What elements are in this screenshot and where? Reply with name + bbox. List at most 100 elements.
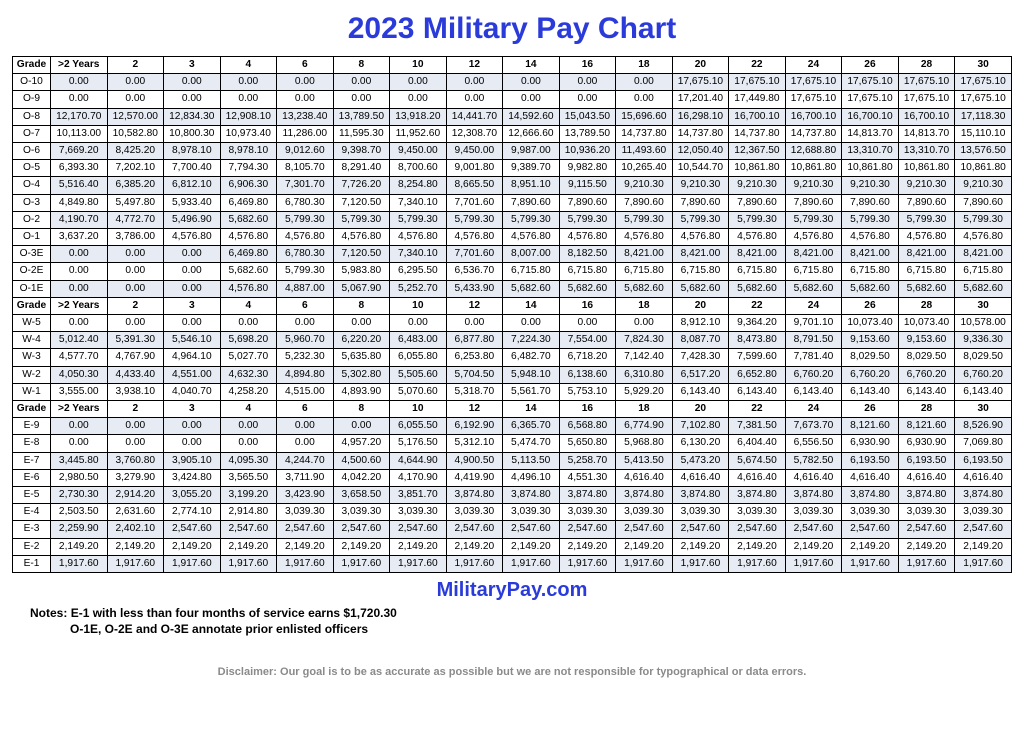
pay-cell: 0.00 bbox=[446, 74, 503, 91]
pay-cell: 5,799.30 bbox=[390, 211, 447, 228]
pay-cell: 3,874.80 bbox=[785, 487, 842, 504]
pay-cell: 2,730.30 bbox=[51, 487, 108, 504]
pay-cell: 4,496.10 bbox=[503, 469, 560, 486]
pay-cell: 7,890.60 bbox=[898, 194, 955, 211]
pay-cell: 10,861.80 bbox=[729, 160, 786, 177]
col-years: 3 bbox=[164, 297, 221, 314]
pay-cell: 0.00 bbox=[220, 74, 277, 91]
pay-cell: 5,682.60 bbox=[729, 280, 786, 297]
pay-cell: 5,496.90 bbox=[164, 211, 221, 228]
pay-cell: 0.00 bbox=[277, 74, 334, 91]
pay-cell: 4,095.30 bbox=[220, 452, 277, 469]
pay-cell: 6,877.80 bbox=[446, 332, 503, 349]
pay-cell: 2,149.20 bbox=[729, 538, 786, 555]
pay-cell: 0.00 bbox=[220, 418, 277, 435]
table-row: O-67,669.208,425.208,978.108,978.109,012… bbox=[13, 143, 1012, 160]
pay-cell: 16,298.10 bbox=[672, 108, 729, 125]
pay-cell: 0.00 bbox=[616, 91, 673, 108]
header-row: Grade>2 Years234681012141618202224262830 bbox=[13, 401, 1012, 418]
pay-cell: 2,547.60 bbox=[785, 521, 842, 538]
pay-cell: 4,632.30 bbox=[220, 366, 277, 383]
pay-cell: 6,393.30 bbox=[51, 160, 108, 177]
pay-cell: 3,711.90 bbox=[277, 469, 334, 486]
pay-cell: 14,813.70 bbox=[898, 125, 955, 142]
pay-cell: 9,398.70 bbox=[333, 143, 390, 160]
pay-cell: 1,917.60 bbox=[333, 555, 390, 572]
pay-cell: 4,964.10 bbox=[164, 349, 221, 366]
pay-cell: 4,576.80 bbox=[842, 229, 899, 246]
pay-cell: 5,516.40 bbox=[51, 177, 108, 194]
col-years: 8 bbox=[333, 297, 390, 314]
pay-cell: 3,658.50 bbox=[333, 487, 390, 504]
pay-cell: 7,673.70 bbox=[785, 418, 842, 435]
pay-cell: 0.00 bbox=[164, 263, 221, 280]
grade-cell: O-2E bbox=[13, 263, 51, 280]
pay-cell: 2,914.20 bbox=[107, 487, 164, 504]
pay-cell: 0.00 bbox=[51, 418, 108, 435]
pay-cell: 5,682.60 bbox=[785, 280, 842, 297]
pay-cell: 6,469.80 bbox=[220, 194, 277, 211]
pay-cell: 17,675.10 bbox=[785, 91, 842, 108]
pay-cell: 2,402.10 bbox=[107, 521, 164, 538]
pay-cell: 17,675.10 bbox=[842, 74, 899, 91]
pay-cell: 8,421.00 bbox=[898, 246, 955, 263]
table-row: E-11,917.601,917.601,917.601,917.601,917… bbox=[13, 555, 1012, 572]
page-title: 2023 Military Pay Chart bbox=[12, 12, 1012, 46]
pay-cell: 9,210.30 bbox=[729, 177, 786, 194]
pay-cell: 7,069.80 bbox=[955, 435, 1012, 452]
col-years: 14 bbox=[503, 401, 560, 418]
col-years: 6 bbox=[277, 57, 334, 74]
pay-cell: 7,824.30 bbox=[616, 332, 673, 349]
pay-cell: 9,336.30 bbox=[955, 332, 1012, 349]
pay-cell: 5,948.10 bbox=[503, 366, 560, 383]
pay-cell: 3,424.80 bbox=[164, 469, 221, 486]
pay-cell: 0.00 bbox=[220, 315, 277, 332]
col-years: 18 bbox=[616, 57, 673, 74]
pay-cell: 8,473.80 bbox=[729, 332, 786, 349]
pay-cell: 1,917.60 bbox=[277, 555, 334, 572]
pay-cell: 8,007.00 bbox=[503, 246, 560, 263]
pay-cell: 3,874.80 bbox=[446, 487, 503, 504]
pay-cell: 12,170.70 bbox=[51, 108, 108, 125]
pay-cell: 5,682.60 bbox=[898, 280, 955, 297]
pay-cell: 0.00 bbox=[107, 74, 164, 91]
table-row: O-34,849.805,497.805,933.406,469.806,780… bbox=[13, 194, 1012, 211]
pay-cell: 6,780.30 bbox=[277, 194, 334, 211]
grade-cell: O-3E bbox=[13, 246, 51, 263]
pay-cell: 3,938.10 bbox=[107, 383, 164, 400]
col-years: 12 bbox=[446, 57, 503, 74]
pay-cell: 4,576.80 bbox=[559, 229, 616, 246]
pay-cell: 8,421.00 bbox=[785, 246, 842, 263]
table-row: W-50.000.000.000.000.000.000.000.000.000… bbox=[13, 315, 1012, 332]
pay-cell: 6,055.80 bbox=[390, 349, 447, 366]
pay-cell: 9,450.00 bbox=[390, 143, 447, 160]
pay-cell: 3,874.80 bbox=[503, 487, 560, 504]
pay-cell: 5,799.30 bbox=[955, 211, 1012, 228]
pay-cell: 8,421.00 bbox=[672, 246, 729, 263]
table-row: O-56,393.307,202.107,700.407,794.308,105… bbox=[13, 160, 1012, 177]
grade-cell: W-1 bbox=[13, 383, 51, 400]
grade-cell: O-1E bbox=[13, 280, 51, 297]
table-row: O-24,190.704,772.705,496.905,682.605,799… bbox=[13, 211, 1012, 228]
pay-cell: 8,700.60 bbox=[390, 160, 447, 177]
pay-cell: 4,258.20 bbox=[220, 383, 277, 400]
pay-cell: 1,917.60 bbox=[220, 555, 277, 572]
pay-cell: 0.00 bbox=[616, 315, 673, 332]
pay-cell: 5,799.30 bbox=[842, 211, 899, 228]
pay-cell: 7,301.70 bbox=[277, 177, 334, 194]
pay-cell: 6,295.50 bbox=[390, 263, 447, 280]
pay-cell: 6,143.40 bbox=[898, 383, 955, 400]
pay-cell: 3,039.30 bbox=[390, 504, 447, 521]
pay-cell: 2,149.20 bbox=[390, 538, 447, 555]
pay-cell: 6,715.80 bbox=[729, 263, 786, 280]
pay-cell: 5,799.30 bbox=[616, 211, 673, 228]
pay-cell: 14,592.60 bbox=[503, 108, 560, 125]
col-years: 2 bbox=[107, 297, 164, 314]
pay-cell: 5,674.50 bbox=[729, 452, 786, 469]
pay-cell: 10,578.00 bbox=[955, 315, 1012, 332]
pay-cell: 2,149.20 bbox=[333, 538, 390, 555]
table-row: E-42,503.502,631.602,774.102,914.803,039… bbox=[13, 504, 1012, 521]
pay-cell: 6,715.80 bbox=[842, 263, 899, 280]
pay-cell: 6,517.20 bbox=[672, 366, 729, 383]
pay-cell: 5,682.60 bbox=[503, 280, 560, 297]
